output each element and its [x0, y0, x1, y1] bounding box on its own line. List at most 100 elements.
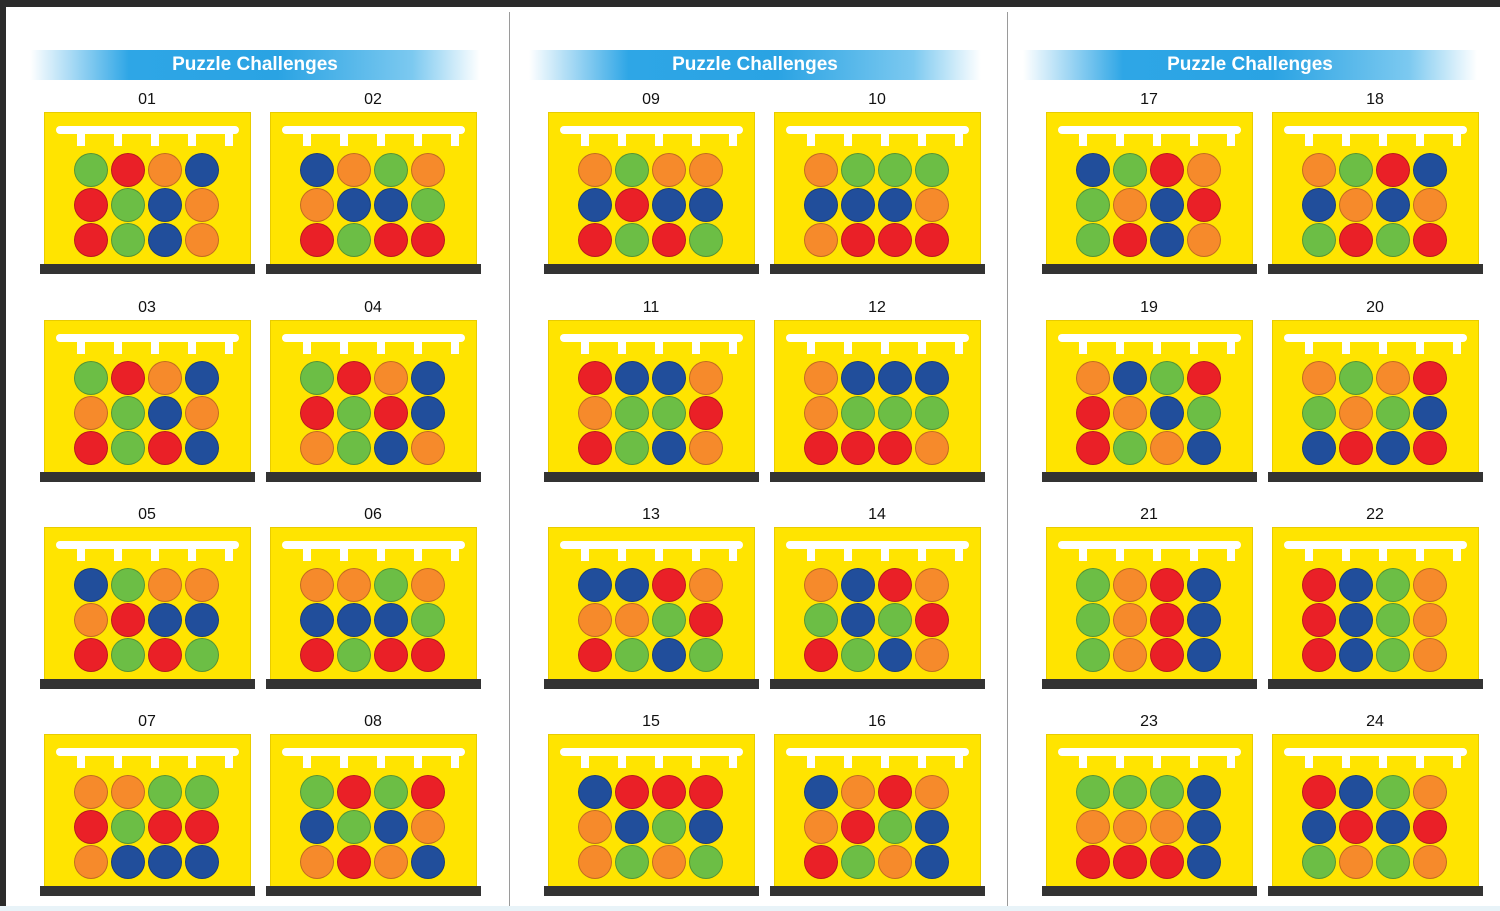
ball-orange[interactable] — [111, 775, 145, 809]
ball-blue[interactable] — [652, 361, 686, 395]
ball-orange[interactable] — [300, 188, 334, 222]
ball-orange[interactable] — [185, 223, 219, 257]
ball-red[interactable] — [878, 568, 912, 602]
ball-green[interactable] — [1376, 638, 1410, 672]
ball-blue[interactable] — [374, 603, 408, 637]
ball-green[interactable] — [1376, 223, 1410, 257]
ball-orange[interactable] — [1376, 361, 1410, 395]
ball-red[interactable] — [804, 431, 838, 465]
ball-red[interactable] — [1187, 188, 1221, 222]
ball-blue[interactable] — [411, 361, 445, 395]
ball-red[interactable] — [374, 638, 408, 672]
ball-red[interactable] — [411, 223, 445, 257]
ball-red[interactable] — [74, 188, 108, 222]
ball-orange[interactable] — [185, 188, 219, 222]
ball-blue[interactable] — [300, 603, 334, 637]
ball-orange[interactable] — [578, 845, 612, 879]
ball-red[interactable] — [804, 845, 838, 879]
ball-orange[interactable] — [1187, 223, 1221, 257]
ball-orange[interactable] — [1113, 188, 1147, 222]
ball-orange[interactable] — [337, 153, 371, 187]
ball-blue[interactable] — [74, 568, 108, 602]
ball-orange[interactable] — [1339, 396, 1373, 430]
ball-red[interactable] — [915, 223, 949, 257]
ball-red[interactable] — [578, 431, 612, 465]
ball-green[interactable] — [111, 431, 145, 465]
ball-orange[interactable] — [1076, 361, 1110, 395]
ball-blue[interactable] — [374, 810, 408, 844]
ball-orange[interactable] — [300, 431, 334, 465]
ball-blue[interactable] — [185, 845, 219, 879]
ball-red[interactable] — [1413, 810, 1447, 844]
ball-blue[interactable] — [915, 361, 949, 395]
ball-green[interactable] — [74, 153, 108, 187]
ball-blue[interactable] — [1150, 396, 1184, 430]
ball-red[interactable] — [300, 396, 334, 430]
ball-orange[interactable] — [578, 810, 612, 844]
ball-blue[interactable] — [1376, 810, 1410, 844]
ball-blue[interactable] — [578, 568, 612, 602]
ball-blue[interactable] — [841, 188, 875, 222]
ball-red[interactable] — [578, 223, 612, 257]
ball-green[interactable] — [1076, 568, 1110, 602]
ball-orange[interactable] — [1413, 775, 1447, 809]
ball-blue[interactable] — [148, 603, 182, 637]
ball-red[interactable] — [185, 810, 219, 844]
ball-orange[interactable] — [804, 223, 838, 257]
ball-green[interactable] — [615, 153, 649, 187]
ball-blue[interactable] — [1187, 431, 1221, 465]
ball-orange[interactable] — [1113, 638, 1147, 672]
ball-blue[interactable] — [1302, 431, 1336, 465]
ball-orange[interactable] — [1302, 153, 1336, 187]
ball-blue[interactable] — [148, 188, 182, 222]
ball-red[interactable] — [689, 396, 723, 430]
ball-orange[interactable] — [878, 845, 912, 879]
ball-green[interactable] — [878, 396, 912, 430]
ball-red[interactable] — [615, 775, 649, 809]
ball-blue[interactable] — [1150, 223, 1184, 257]
ball-red[interactable] — [878, 223, 912, 257]
ball-blue[interactable] — [878, 638, 912, 672]
ball-green[interactable] — [878, 810, 912, 844]
ball-blue[interactable] — [1339, 603, 1373, 637]
ball-red[interactable] — [1150, 845, 1184, 879]
ball-orange[interactable] — [74, 603, 108, 637]
ball-green[interactable] — [1113, 431, 1147, 465]
ball-orange[interactable] — [615, 603, 649, 637]
ball-blue[interactable] — [300, 153, 334, 187]
ball-red[interactable] — [1113, 223, 1147, 257]
ball-orange[interactable] — [1413, 845, 1447, 879]
ball-red[interactable] — [74, 638, 108, 672]
ball-blue[interactable] — [148, 845, 182, 879]
ball-green[interactable] — [111, 638, 145, 672]
ball-blue[interactable] — [1339, 568, 1373, 602]
ball-red[interactable] — [374, 223, 408, 257]
ball-green[interactable] — [1339, 153, 1373, 187]
ball-orange[interactable] — [74, 845, 108, 879]
ball-orange[interactable] — [411, 568, 445, 602]
ball-red[interactable] — [111, 603, 145, 637]
ball-orange[interactable] — [689, 431, 723, 465]
ball-green[interactable] — [185, 775, 219, 809]
ball-orange[interactable] — [185, 568, 219, 602]
ball-orange[interactable] — [1302, 361, 1336, 395]
ball-orange[interactable] — [915, 568, 949, 602]
ball-blue[interactable] — [578, 775, 612, 809]
ball-red[interactable] — [804, 638, 838, 672]
ball-blue[interactable] — [148, 396, 182, 430]
ball-green[interactable] — [111, 396, 145, 430]
ball-orange[interactable] — [1413, 568, 1447, 602]
ball-red[interactable] — [1150, 568, 1184, 602]
ball-green[interactable] — [74, 361, 108, 395]
ball-orange[interactable] — [689, 361, 723, 395]
ball-blue[interactable] — [878, 188, 912, 222]
ball-green[interactable] — [111, 810, 145, 844]
ball-red[interactable] — [374, 396, 408, 430]
ball-green[interactable] — [878, 153, 912, 187]
ball-red[interactable] — [1150, 603, 1184, 637]
ball-blue[interactable] — [689, 188, 723, 222]
ball-orange[interactable] — [1413, 638, 1447, 672]
ball-green[interactable] — [1376, 845, 1410, 879]
ball-red[interactable] — [111, 361, 145, 395]
ball-orange[interactable] — [804, 396, 838, 430]
